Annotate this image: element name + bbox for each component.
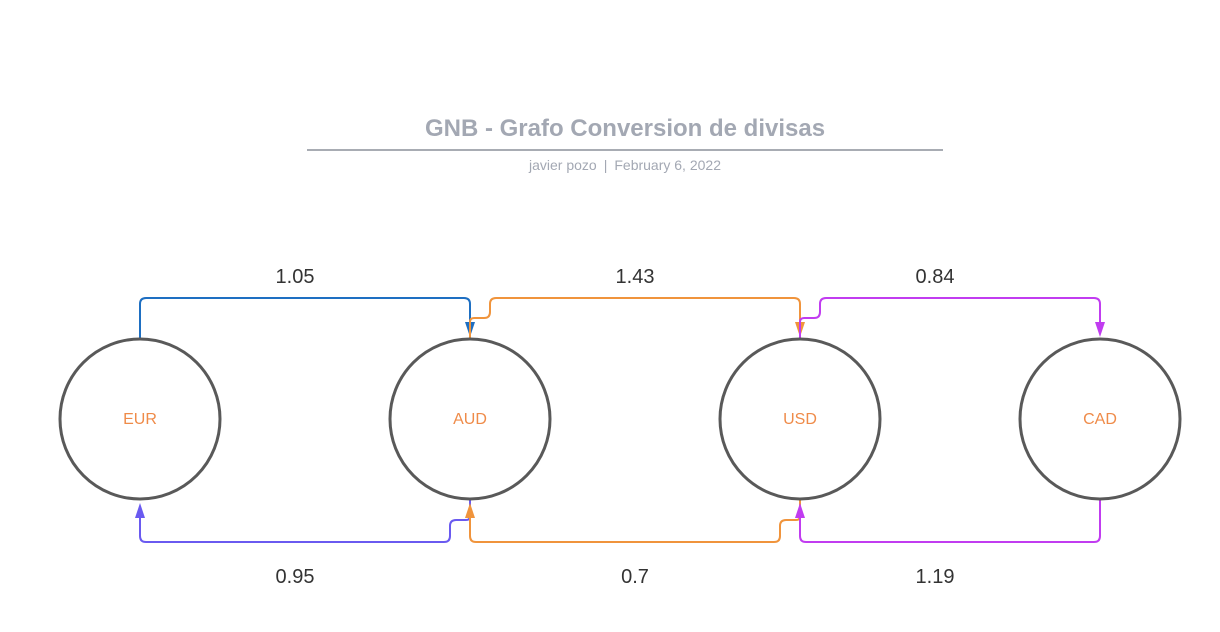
- arrowhead-aud-eur: [135, 503, 145, 518]
- edge-cad-usd[interactable]: [799, 500, 1101, 543]
- edge-label-cad-usd: 1.19: [916, 566, 955, 588]
- arrowhead-usd-cad: [1095, 322, 1105, 337]
- node-label-usd: USD: [783, 411, 817, 428]
- node-usd[interactable]: [718, 337, 882, 501]
- arrowhead-cad-usd: [795, 503, 805, 518]
- edge-label-usd-aud: 0.7: [621, 566, 649, 588]
- edge-label-eur-aud: 1.05: [276, 266, 315, 288]
- edge-usd-cad[interactable]: [799, 297, 1101, 338]
- node-label-aud: AUD: [453, 411, 487, 428]
- subtitle-separator: |: [603, 157, 608, 173]
- edge-label-aud-eur: 0.95: [276, 566, 315, 588]
- node-cad[interactable]: [1018, 337, 1182, 501]
- edge-eur-aud[interactable]: [139, 297, 471, 338]
- edge-aud-eur[interactable]: [139, 500, 471, 543]
- edge-label-usd-cad: 0.84: [916, 266, 955, 288]
- diagram-subtitle: javier pozo | February 6, 2022: [307, 157, 943, 173]
- arrowhead-usd-aud: [465, 503, 475, 518]
- node-label-cad: CAD: [1083, 411, 1117, 428]
- edge-aud-usd[interactable]: [469, 297, 801, 338]
- node-aud[interactable]: [388, 337, 552, 501]
- node-label-eur: EUR: [123, 411, 157, 428]
- author-name: javier pozo: [529, 157, 597, 173]
- document-date: February 6, 2022: [614, 157, 721, 173]
- edge-label-aud-usd: 1.43: [616, 266, 655, 288]
- edge-usd-aud[interactable]: [469, 500, 801, 543]
- title-divider: [307, 149, 943, 151]
- node-eur[interactable]: [58, 337, 222, 501]
- diagram-title: GNB - Grafo Conversion de divisas: [424, 115, 826, 142]
